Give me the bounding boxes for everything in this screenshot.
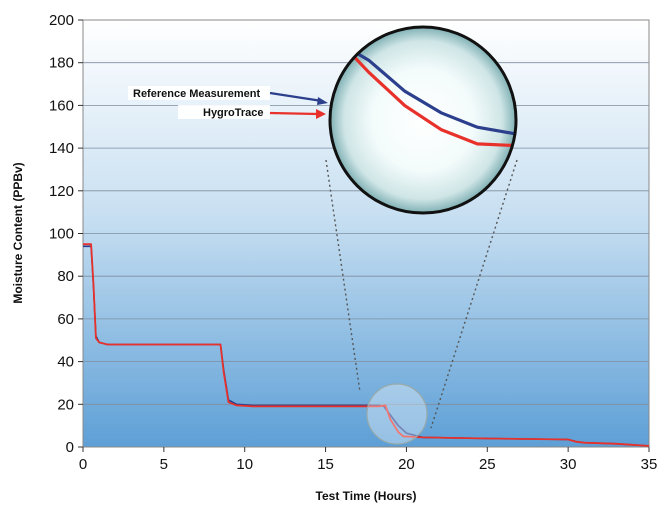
y-tick-label: 200 — [49, 12, 74, 29]
zoom-region-circle — [366, 383, 428, 445]
y-tick-label: 20 — [57, 396, 74, 413]
y-tick-label: 120 — [49, 183, 74, 200]
x-axis-ticks: 0 5 10 15 20 25 30 35 — [79, 447, 658, 473]
zoom-connector-left — [325, 159, 361, 393]
inset-line-hygrotrace — [330, 32, 516, 148]
y-tick-label: 160 — [49, 97, 74, 114]
y-axis-ticks: 0 20 40 60 80 100 120 140 160 180 200 — [49, 12, 83, 456]
legend-pointer-reference — [269, 91, 323, 103]
x-tick-label: 35 — [641, 456, 658, 473]
x-tick-label: 10 — [236, 456, 253, 473]
legend-label-reference: Reference Measurement — [133, 88, 261, 100]
y-tick-label: 100 — [49, 226, 74, 243]
x-tick-label: 0 — [79, 456, 87, 473]
x-tick-label: 30 — [560, 456, 577, 473]
x-tick-label: 15 — [317, 456, 334, 473]
y-tick-label: 80 — [57, 268, 74, 285]
zoom-inset-lines — [330, 32, 516, 156]
x-tick-label: 25 — [479, 456, 496, 473]
x-tick-label: 5 — [160, 456, 168, 473]
y-tick-label: 40 — [57, 354, 74, 371]
legend-arrowhead-hygrotrace — [316, 109, 326, 119]
series-lines — [83, 243, 650, 447]
zoom-lens-border — [328, 25, 518, 215]
x-tick-label: 20 — [398, 456, 415, 473]
zoom-connector-right — [430, 159, 518, 429]
inset-line-reference — [330, 34, 516, 156]
y-tick-label: 180 — [49, 55, 74, 72]
y-tick-label: 60 — [57, 311, 74, 328]
y-axis-title: Moisture Content (PPBv) — [11, 162, 25, 303]
legend-box-reference — [128, 86, 270, 100]
zoom-lens — [330, 27, 516, 213]
y-tick-label: 0 — [66, 439, 74, 456]
series-line-hygrotrace — [83, 243, 650, 447]
legend-box-hygrotrace — [178, 105, 270, 119]
legend-label-hygrotrace: HygroTrace — [203, 107, 264, 119]
x-axis-title: Test Time (Hours) — [316, 489, 417, 503]
legend-pointer-hygrotrace — [269, 111, 319, 116]
legend-arrowhead-reference — [317, 97, 328, 105]
y-tick-label: 140 — [49, 140, 74, 157]
